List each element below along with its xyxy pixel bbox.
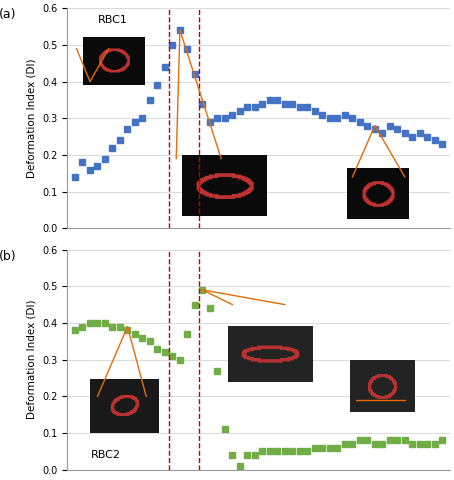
Text: (a): (a) xyxy=(0,8,16,21)
Text: RBC2: RBC2 xyxy=(90,450,120,460)
Y-axis label: Deformation Index (DI): Deformation Index (DI) xyxy=(27,300,37,420)
Y-axis label: Deformation Index (DI): Deformation Index (DI) xyxy=(27,59,37,178)
Text: (b): (b) xyxy=(0,250,16,263)
Text: RBC1: RBC1 xyxy=(98,15,128,25)
